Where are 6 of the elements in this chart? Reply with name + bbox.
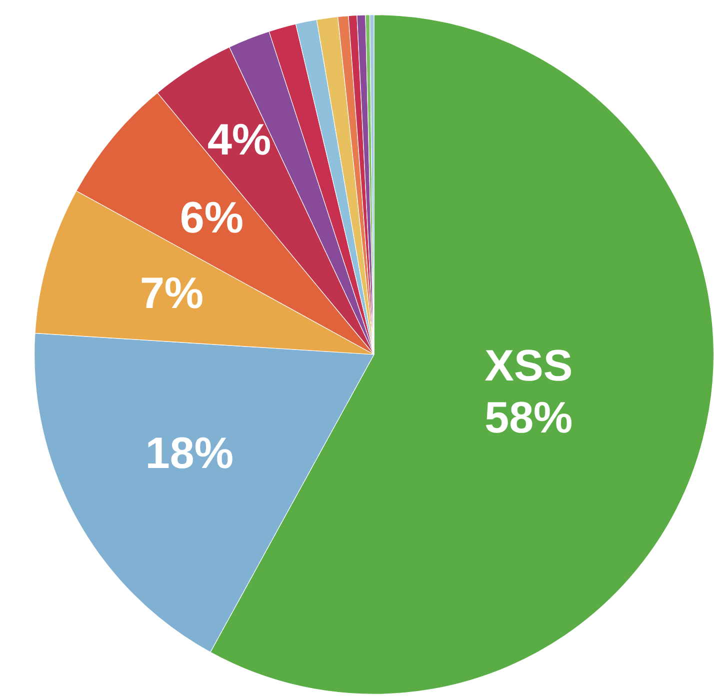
data-label: 6% <box>180 193 244 242</box>
data-label: 18% <box>145 429 234 478</box>
data-label: 58% <box>484 393 573 442</box>
data-label: 4% <box>208 115 272 164</box>
slice-label: XSS <box>484 341 573 390</box>
data-label: 7% <box>140 268 204 318</box>
